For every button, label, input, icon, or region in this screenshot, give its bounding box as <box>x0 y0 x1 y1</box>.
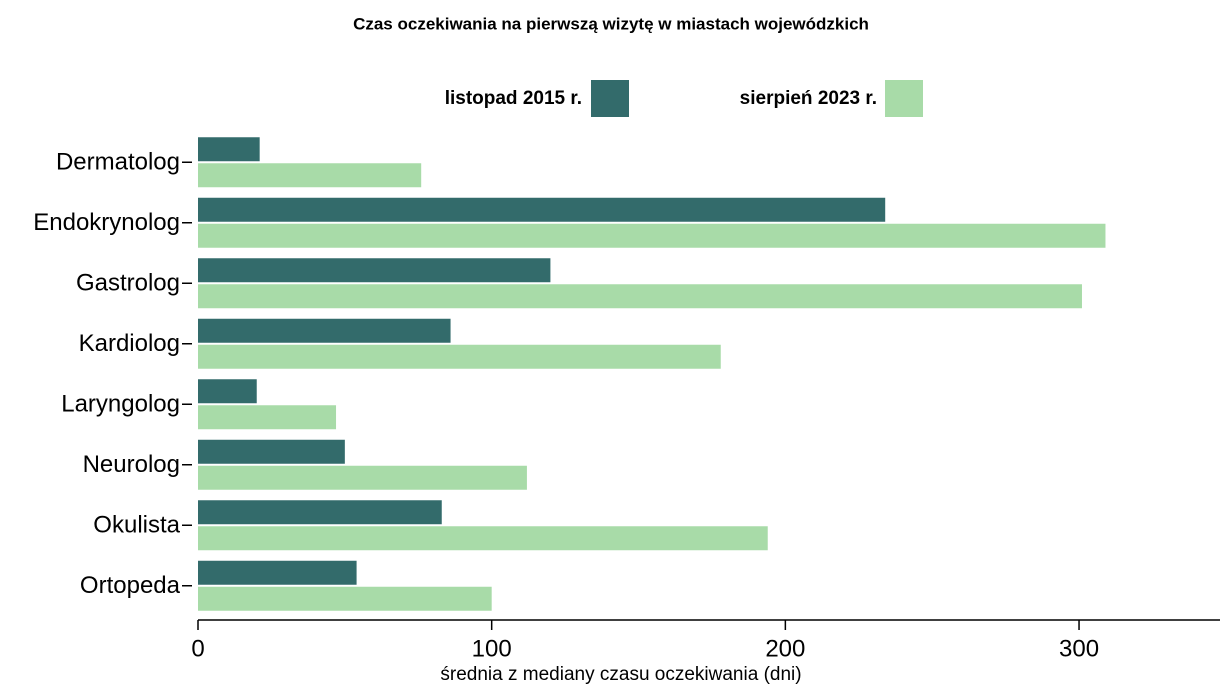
x-tick-label: 0 <box>191 635 204 662</box>
bar <box>198 163 422 188</box>
bar <box>198 500 442 525</box>
legend-swatch <box>591 80 629 117</box>
legend-label: listopad 2015 r. <box>445 88 582 109</box>
bar <box>198 586 492 611</box>
bar <box>198 284 1082 309</box>
bar <box>198 526 768 551</box>
y-tick-label: Dermatolog <box>56 149 180 176</box>
bar <box>198 197 886 222</box>
bar <box>198 379 257 404</box>
y-tick-label: Laryngolog <box>61 391 180 418</box>
x-tick-label: 200 <box>765 635 805 662</box>
bar <box>198 344 721 369</box>
y-tick-label: Okulista <box>93 512 180 539</box>
bar <box>198 465 527 490</box>
bar <box>198 405 337 430</box>
y-tick-label: Kardiolog <box>79 330 180 357</box>
bar <box>198 223 1106 248</box>
bar <box>198 439 345 464</box>
y-tick-label: Gastrolog <box>76 270 180 297</box>
x-axis-label: średnia z mediany czasu oczekiwania (dni… <box>440 664 801 685</box>
x-tick-label: 300 <box>1059 635 1099 662</box>
bar <box>198 258 551 283</box>
legend-swatch <box>885 80 923 117</box>
bar <box>198 318 451 343</box>
y-tick-label: Endokrynolog <box>33 209 180 236</box>
bar <box>198 560 357 585</box>
x-tick-label: 100 <box>472 635 512 662</box>
legend-label: sierpień 2023 r. <box>740 88 877 109</box>
y-tick-label: Ortopeda <box>80 572 181 599</box>
chart-title: Czas oczekiwania na pierwszą wizytę w mi… <box>353 14 869 33</box>
bar <box>198 137 260 162</box>
y-tick-label: Neurolog <box>83 451 180 478</box>
